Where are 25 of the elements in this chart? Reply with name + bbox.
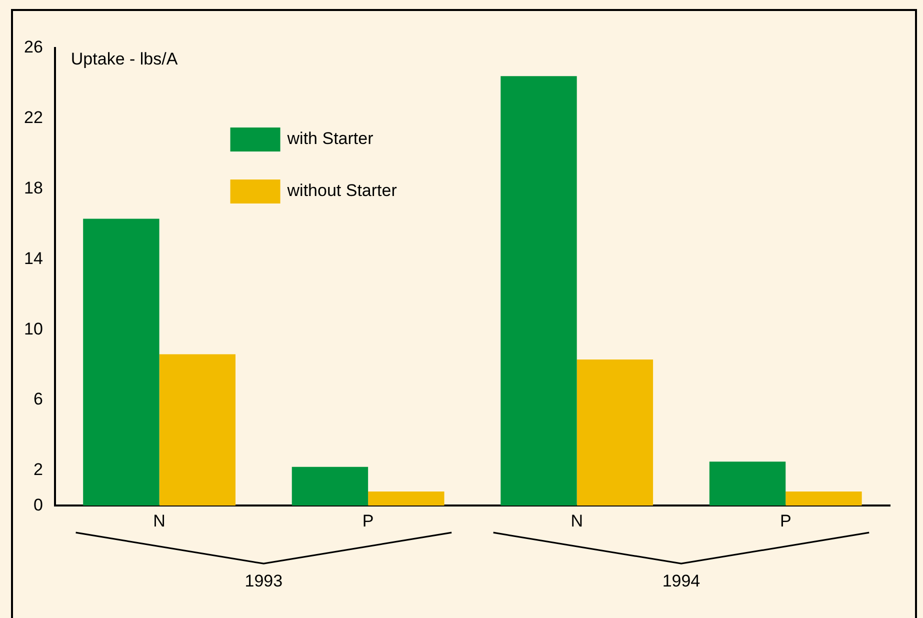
text: 1993 — [244, 571, 283, 590]
y-tick-label: 14 — [24, 248, 43, 268]
bar — [159, 354, 236, 506]
y-tick-label: 0 — [33, 495, 43, 514]
x-tick-label: P — [780, 511, 792, 530]
y-tick-label: 18 — [24, 178, 43, 198]
text: 1994 — [662, 571, 700, 590]
bar — [576, 360, 654, 506]
bar — [786, 492, 862, 506]
bar — [292, 466, 368, 506]
bar — [368, 492, 444, 506]
y-tick-label: 2 — [33, 460, 43, 480]
y-tick-label: 6 — [33, 390, 43, 409]
bar — [500, 76, 577, 506]
bar — [83, 218, 160, 506]
x-tick-label: N — [153, 511, 166, 530]
x-tick-label: P — [362, 511, 374, 530]
x-tick-label: N — [570, 511, 583, 530]
y-tick-label: 22 — [24, 108, 43, 128]
legend-label: without Starter — [286, 181, 398, 200]
y-axis-title: Uptake - lbs/A — [70, 50, 178, 69]
bar — [709, 462, 786, 506]
y-tick-label: 10 — [24, 319, 43, 338]
legend-label: with Starter — [286, 129, 374, 148]
y-tick-label: 26 — [24, 38, 43, 57]
